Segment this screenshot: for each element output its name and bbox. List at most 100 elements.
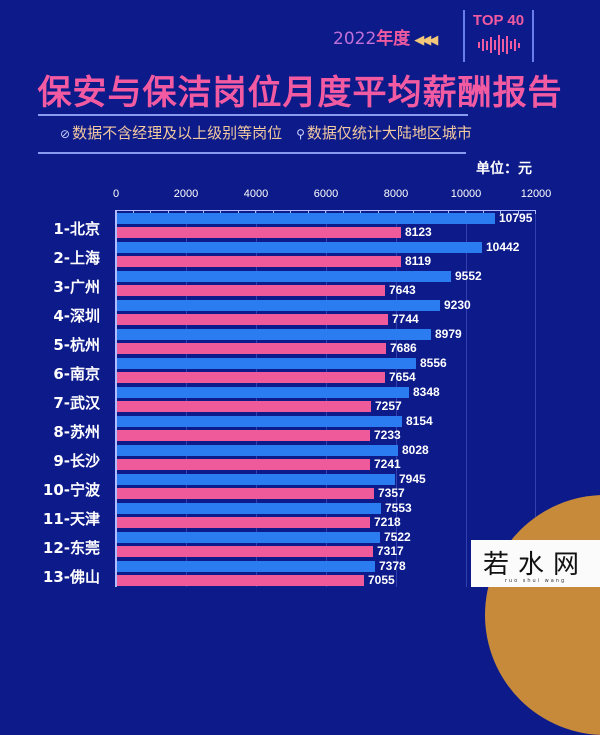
security-value-label: 9230 (444, 298, 471, 312)
search-icon: ⚲ (296, 127, 305, 141)
page-title: 保安与保洁岗位月度平均薪酬报告 (37, 73, 563, 113)
x-tick-label: 10000 (450, 188, 482, 200)
year-suffix: 年度 (376, 29, 411, 49)
cleaning-value-label: 7218 (374, 515, 401, 529)
cleaning-bar (117, 575, 364, 586)
gridline (256, 210, 257, 587)
x-axis-labels: 0 2000 4000 6000 8000 10000 12000 (0, 188, 600, 204)
security-value-label: 10442 (486, 240, 520, 254)
cleaning-bar (117, 343, 386, 354)
bar-row: 4-深圳 9230 7744 (0, 298, 600, 328)
cleaning-bar (117, 546, 373, 557)
gridline (326, 210, 327, 587)
x-tick (342, 210, 344, 214)
security-value-label: 8154 (406, 414, 433, 428)
security-value-label: 8979 (435, 327, 462, 341)
security-value-label: 7945 (399, 472, 426, 486)
cleaning-value-label: 7241 (374, 457, 401, 471)
security-bar (117, 329, 431, 340)
security-bar (117, 532, 380, 543)
unit-label: 单位：元 (476, 161, 532, 177)
city-label: 13-佛山 (42, 568, 100, 586)
city-label: 8-苏州 (53, 423, 100, 441)
sound-wave-icon (465, 34, 532, 56)
bar-rows: 1-北京 10795 8123 2-上海 10442 8119 3-广州 9552 7643 4-… (0, 211, 600, 589)
bar-row: 7-武汉 8348 7257 (0, 385, 600, 415)
city-label: 12-东莞 (42, 539, 100, 557)
cleaning-value-label: 7654 (389, 370, 416, 384)
x-tick (517, 210, 519, 214)
note-exclusion: 数据不含经理及以上级别等岗位 (72, 124, 283, 142)
gridline (466, 210, 467, 587)
bar-row: 6-南京 8556 7654 (0, 356, 600, 386)
cleaning-bar (117, 488, 374, 499)
cleaning-bar (117, 285, 385, 296)
city-label: 4-深圳 (53, 307, 100, 325)
gridline (535, 210, 536, 587)
x-tick (132, 210, 134, 214)
security-value-label: 7378 (379, 559, 406, 573)
bar-row: 8-苏州 8154 7233 (0, 414, 600, 444)
cleaning-value-label: 7744 (392, 312, 419, 326)
cleaning-bar (117, 517, 370, 528)
x-tick (377, 210, 379, 214)
cleaning-value-label: 7643 (389, 283, 416, 297)
x-tick (447, 210, 449, 214)
x-tick (185, 210, 186, 214)
x-tick-label: 2000 (173, 188, 199, 200)
bar-row: 11-天津 7553 7218 (0, 501, 600, 531)
city-label: 2-上海 (53, 249, 100, 267)
security-value-label: 8348 (413, 385, 440, 399)
x-tick (465, 210, 466, 214)
watermark: 若水网 ruo shui wang (471, 540, 600, 587)
x-tick (220, 210, 221, 214)
city-label: 7-武汉 (53, 394, 100, 412)
x-tick (202, 210, 204, 214)
bar-row: 1-北京 10795 8123 (0, 211, 600, 241)
x-tick (395, 210, 396, 214)
city-label: 9-长沙 (53, 452, 100, 470)
cleaning-value-label: 7055 (368, 573, 395, 587)
city-label: 3-广州 (53, 278, 100, 296)
security-value-label: 10795 (499, 211, 533, 225)
watermark-text: 若水网 (482, 550, 588, 580)
divider-bottom (38, 152, 466, 154)
cleaning-value-label: 7317 (377, 544, 404, 558)
security-bar (117, 387, 409, 398)
bar-row: 9-长沙 8028 7241 (0, 443, 600, 473)
no-entry-icon: ⊘ (60, 127, 71, 141)
x-tick (325, 210, 326, 214)
rewind-arrows-icon: ◀◀◀ (414, 33, 438, 48)
security-value-label: 7553 (385, 501, 412, 515)
bar-row: 2-上海 10442 8119 (0, 240, 600, 270)
cleaning-bar (117, 372, 385, 383)
security-bar (117, 358, 416, 369)
security-bar (117, 416, 402, 427)
year-number: 2022 (333, 29, 377, 49)
cleaning-value-label: 7257 (375, 399, 402, 413)
security-bar (117, 474, 395, 485)
bar-row: 5-杭州 8979 7686 (0, 327, 600, 357)
cleaning-value-label: 7357 (378, 486, 405, 500)
cleaning-value-label: 7686 (390, 341, 417, 355)
bar-row: 12-东莞 7522 7317 (0, 530, 600, 560)
security-bar (117, 271, 451, 282)
x-tick (412, 210, 414, 214)
bar-row: 10-宁波 7945 7357 (0, 472, 600, 502)
cleaning-bar (117, 430, 370, 441)
bar-row: 13-佛山 7378 7055 (0, 559, 600, 589)
city-label: 5-杭州 (53, 336, 100, 354)
x-tick (237, 210, 239, 214)
x-tick (535, 210, 536, 214)
cleaning-bar (117, 459, 370, 470)
x-tick-label: 8000 (383, 188, 409, 200)
x-tick-label: 0 (112, 188, 120, 200)
security-bar (117, 213, 495, 224)
x-tick (500, 210, 501, 214)
security-bar (117, 445, 398, 456)
x-tick (290, 210, 291, 214)
cleaning-bar (117, 314, 388, 325)
notes-row: ⊘ 数据不含经理及以上级别等岗位 ⚲ 数据仅统计大陆地区城市 (60, 122, 530, 143)
x-tick-label: 6000 (313, 188, 339, 200)
gridline (186, 210, 187, 587)
